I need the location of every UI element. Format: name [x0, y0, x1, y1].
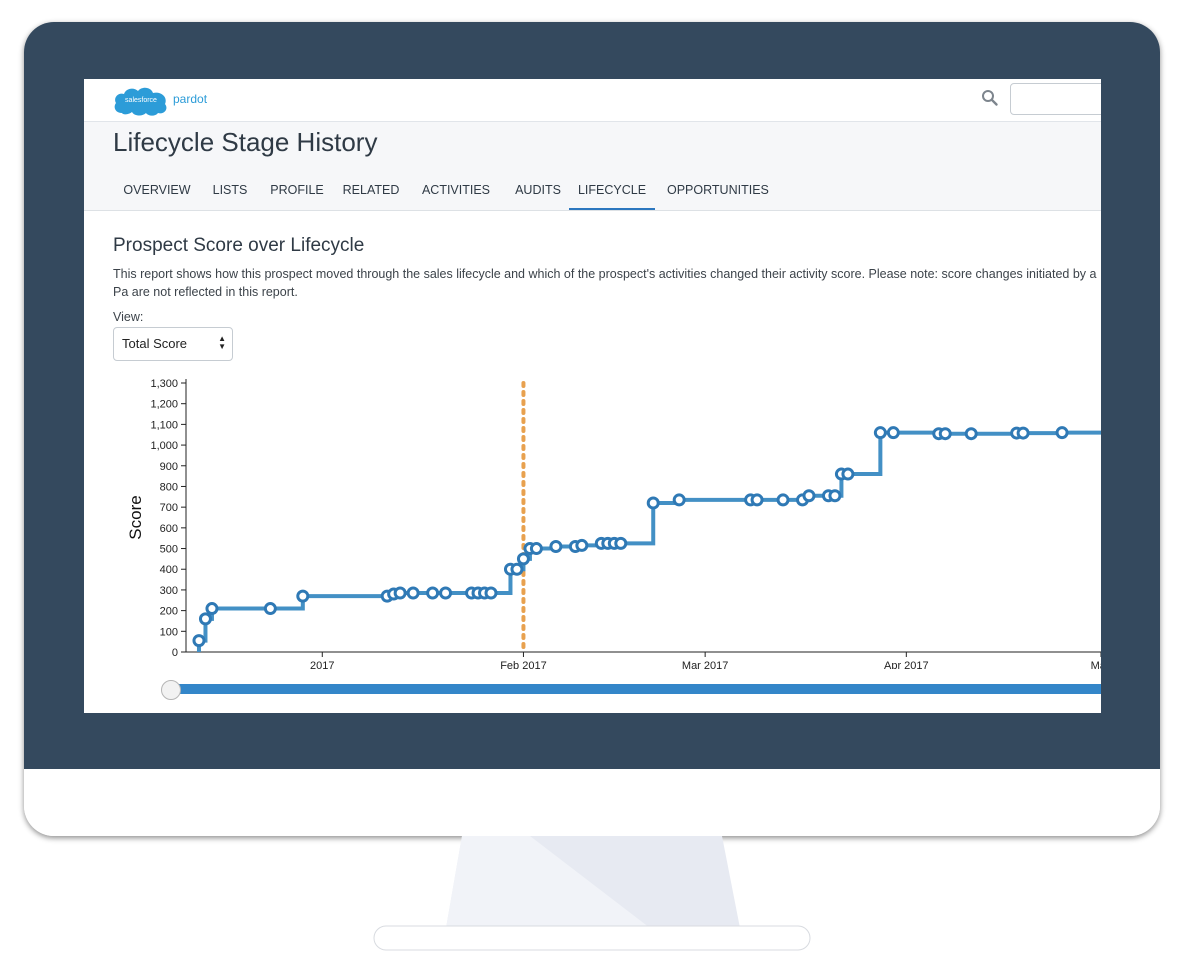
- x-tick-label: 2017: [310, 660, 334, 669]
- y-tick-label: 800: [160, 481, 178, 493]
- x-tick-label: Feb 2017: [500, 660, 546, 669]
- score-point[interactable]: [964, 427, 978, 441]
- date-range-slider-handle[interactable]: [161, 680, 181, 700]
- score-point[interactable]: [516, 552, 530, 566]
- tab-overview[interactable]: OVERVIEW: [123, 183, 191, 197]
- view-select[interactable]: Total Score ▲ ▼: [113, 327, 233, 361]
- score-point[interactable]: [198, 612, 212, 626]
- score-point[interactable]: [406, 586, 420, 600]
- score-point[interactable]: [802, 489, 816, 503]
- score-point[interactable]: [510, 562, 524, 576]
- y-tick-label: 200: [160, 606, 178, 618]
- y-tick-label: 300: [160, 585, 178, 597]
- top-bar: salesforce pardot: [84, 79, 1101, 122]
- logo-product-text: pardot: [173, 92, 208, 106]
- score-point[interactable]: [646, 496, 660, 510]
- y-tick-label: 400: [160, 564, 178, 576]
- view-select-value: Total Score: [122, 336, 188, 351]
- score-point[interactable]: [776, 493, 790, 507]
- score-point[interactable]: [192, 634, 206, 648]
- score-point[interactable]: [828, 489, 842, 503]
- tab-audits[interactable]: AUDITS: [515, 183, 561, 197]
- score-point[interactable]: [549, 539, 563, 553]
- y-axis-title: Score: [126, 495, 145, 539]
- score-point[interactable]: [672, 493, 686, 507]
- score-point[interactable]: [296, 589, 310, 603]
- tab-related[interactable]: RELATED: [342, 183, 400, 197]
- date-range-slider[interactable]: [170, 684, 1101, 694]
- score-point[interactable]: [393, 586, 407, 600]
- view-label: View:: [113, 310, 144, 324]
- score-chart: 0 100 200 300 400 500 600 700 800 900 1,000 1,100 1,…: [126, 378, 1101, 669]
- y-tick-label: 500: [160, 544, 178, 556]
- score-point[interactable]: [529, 542, 543, 556]
- y-tick-label: 100: [160, 626, 178, 638]
- y-tick-label: 600: [160, 523, 178, 535]
- y-tick-label: 900: [160, 461, 178, 473]
- monitor-chin: [24, 769, 1160, 836]
- score-point[interactable]: [1055, 426, 1069, 440]
- salesforce-pardot-logo[interactable]: salesforce pardot: [112, 83, 232, 119]
- search-icon[interactable]: [981, 89, 999, 107]
- score-point[interactable]: [614, 536, 628, 550]
- tab-activities[interactable]: ACTIVITIES: [421, 183, 491, 197]
- y-tick-label: 700: [160, 502, 178, 514]
- score-point[interactable]: [575, 538, 589, 552]
- search-input[interactable]: [1010, 83, 1101, 115]
- score-point[interactable]: [750, 493, 764, 507]
- score-point[interactable]: [263, 602, 277, 616]
- y-tick-label: 1,300: [150, 378, 178, 390]
- y-tick-label: 0: [172, 647, 178, 659]
- score-point[interactable]: [938, 427, 952, 441]
- tab-lists[interactable]: LISTS: [212, 183, 248, 197]
- tab-profile[interactable]: PROFILE: [270, 183, 324, 197]
- x-tick-label: Mar 2017: [682, 660, 728, 669]
- x-tick-label: May: [1091, 660, 1101, 669]
- page-title: Lifecycle Stage History: [113, 127, 378, 157]
- score-point[interactable]: [1016, 426, 1030, 440]
- logo-cloud-text: salesforce: [125, 97, 157, 104]
- page-header: Lifecycle Stage History OVERVIEW LISTS P…: [84, 122, 1101, 211]
- report-title: Prospect Score over Lifecycle: [113, 235, 365, 256]
- salesforce-cloud-icon: [114, 87, 167, 116]
- score-point[interactable]: [886, 426, 900, 440]
- y-tick-label: 1,100: [150, 419, 178, 431]
- y-tick-label: 1,200: [150, 399, 178, 411]
- score-point[interactable]: [873, 426, 887, 440]
- score-point[interactable]: [205, 602, 219, 616]
- x-tick-label: Apr 2017: [884, 660, 929, 669]
- score-point[interactable]: [426, 586, 440, 600]
- app-screen: salesforce pardot Lifecycle Stage Histor…: [84, 79, 1101, 713]
- score-point[interactable]: [484, 586, 498, 600]
- score-line: [196, 430, 1101, 652]
- score-point[interactable]: [841, 467, 855, 481]
- report-description: This report shows how this prospect move…: [113, 267, 1097, 299]
- score-point[interactable]: [439, 586, 453, 600]
- y-tick-label: 1,000: [150, 440, 178, 452]
- updown-caret-icon: ▲ ▼: [218, 334, 226, 351]
- tab-lifecycle[interactable]: LIFECYCLE: [569, 172, 655, 210]
- tab-opportunities[interactable]: OPPORTUNITIES: [667, 183, 769, 197]
